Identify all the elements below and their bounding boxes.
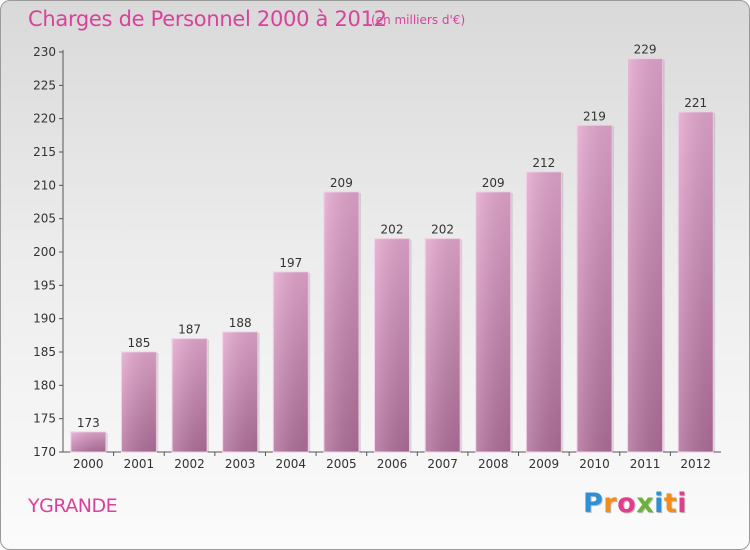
logo-letter: o (617, 488, 637, 519)
logo-letter: i (677, 488, 688, 519)
logo-letter: r (603, 488, 618, 519)
data-label: 185 (127, 336, 150, 350)
bar-highlight (273, 272, 309, 452)
data-label: 209 (330, 176, 353, 190)
y-tick-label: 185 (33, 345, 56, 359)
data-labels-group: 173 185 187 188 197 209 202 202 209 212 219 229 221 (77, 43, 707, 430)
x-tick-label: 2010 (579, 457, 610, 471)
y-tick-label: 220 (33, 112, 56, 126)
bar-highlight (678, 112, 714, 452)
x-axis: 2000 2001 2002 2003 2004 2005 2006 2007 2008 2009… (63, 451, 721, 471)
bar-highlight (70, 432, 106, 452)
logo-letter: t (663, 488, 678, 519)
data-label: 212 (532, 156, 555, 170)
logo-letter: x (636, 488, 655, 519)
y-tick-label: 190 (33, 312, 56, 326)
y-tick-label: 200 (33, 245, 56, 259)
y-tick-label: 225 (33, 78, 56, 92)
bar-highlight (172, 338, 208, 452)
bar-highlight (475, 192, 511, 452)
data-label: 202 (431, 223, 454, 237)
y-tick-label: 215 (33, 145, 56, 159)
x-tick-label: 2009 (529, 457, 560, 471)
data-label: 188 (229, 316, 252, 330)
logo-letter: i (654, 488, 664, 519)
x-tick-label: 2012 (680, 457, 711, 471)
data-label: 197 (279, 256, 302, 270)
y-tick-label: 195 (33, 278, 56, 292)
data-label: 229 (634, 43, 657, 57)
data-label: 219 (583, 109, 606, 123)
x-tick-label: 2002 (174, 457, 205, 471)
bar-highlight (425, 238, 461, 452)
bar-highlight (374, 238, 410, 452)
data-label: 173 (77, 416, 100, 430)
x-tick-label: 2004 (275, 457, 306, 471)
data-label: 221 (684, 96, 707, 110)
proxiti-logo: Proxiti (583, 488, 687, 519)
x-tick-label: 2000 (73, 457, 104, 471)
x-tick-label: 2001 (124, 457, 155, 471)
data-label: 209 (482, 176, 505, 190)
bar-highlight (121, 352, 157, 452)
x-tick-label: 2007 (427, 457, 458, 471)
bar-highlight (222, 332, 258, 452)
y-tick-label: 210 (33, 178, 56, 192)
bar-highlight (627, 58, 663, 453)
x-tick-label: 2011 (630, 457, 661, 471)
x-tick-label: 2008 (478, 457, 509, 471)
bar-highlight (323, 192, 359, 452)
bar-highlight (576, 125, 612, 452)
logo-letter: P (583, 488, 604, 519)
y-tick-label: 180 (33, 378, 56, 392)
y-tick-label: 230 (33, 45, 56, 59)
x-tick-label: 2006 (377, 457, 408, 471)
commune-name: YGRANDE (28, 495, 118, 517)
bars-group (70, 58, 716, 453)
y-axis: 170 175 180 185 190 195 200 205 210 215 220 225 230 (33, 45, 64, 459)
chart-title: Charges de Personnel 2000 à 2012 (28, 7, 387, 31)
x-tick-label: 2003 (225, 457, 256, 471)
y-tick-label: 170 (33, 445, 56, 459)
chart-subtitle: (en milliers d'€) (371, 13, 466, 27)
y-tick-label: 175 (33, 412, 56, 426)
y-tick-label: 205 (33, 212, 56, 226)
data-label: 187 (178, 323, 201, 337)
x-tick-label: 2005 (326, 457, 357, 471)
data-label: 202 (381, 223, 404, 237)
bar-highlight (526, 172, 562, 452)
